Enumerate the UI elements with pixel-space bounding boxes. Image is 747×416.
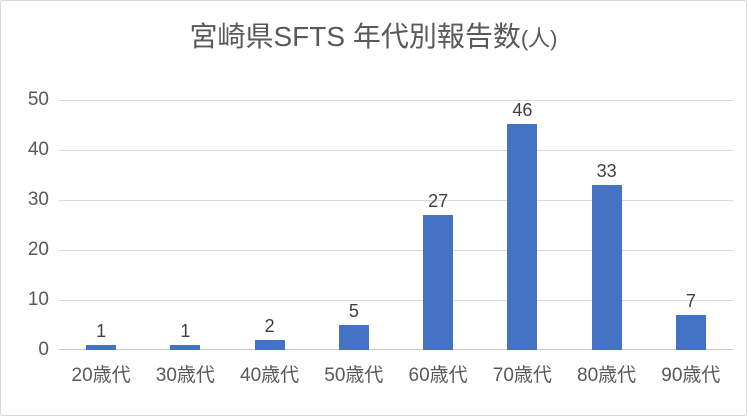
y-tick-label-50: 50 (27, 89, 49, 110)
bar-value-label: 2 (264, 316, 275, 336)
chart-title-unit: (人) (520, 26, 558, 51)
bar-column-80歳代: 33 (565, 100, 649, 350)
bar-series: 1 1 2 5 27 46 33 7 (59, 100, 733, 350)
x-tick-label-50歳代: 50歳代 (324, 365, 384, 386)
bar-value-label: 46 (512, 100, 533, 120)
y-axis: 0 10 20 30 40 50 (1, 89, 49, 360)
bar-value-label: 27 (428, 191, 449, 211)
x-tick-label-80歳代: 80歳代 (577, 365, 637, 386)
bar (591, 185, 622, 350)
bar (423, 215, 454, 350)
x-axis-line (59, 349, 733, 350)
bar (254, 340, 285, 350)
bar-column-70歳代: 46 (480, 100, 564, 350)
gridline-40 (59, 150, 733, 151)
x-tick-label-90歳代: 90歳代 (661, 365, 721, 386)
bar-column-50歳代: 5 (312, 100, 396, 350)
y-tick-label-30: 30 (27, 189, 49, 210)
x-tick-label-20歳代: 20歳代 (71, 365, 131, 386)
bar-column-40歳代: 2 (228, 100, 312, 350)
bar-value-label: 1 (96, 321, 107, 341)
bar (507, 124, 538, 350)
y-tick-label-40: 40 (27, 139, 49, 160)
bar-value-label: 33 (596, 161, 617, 181)
bar (86, 345, 117, 350)
y-tick-label-0: 0 (38, 339, 49, 360)
gridline-50 (59, 100, 733, 101)
x-tick-label-30歳代: 30歳代 (155, 365, 215, 386)
bar-column-60歳代: 27 (396, 100, 480, 350)
bar-value-label: 5 (348, 301, 359, 321)
bar-column-30歳代: 1 (143, 100, 227, 350)
gridline-10 (59, 300, 733, 301)
bar-column-20歳代: 1 (59, 100, 143, 350)
gridline-20 (59, 250, 733, 251)
plot-area: 1 1 2 5 27 46 33 7 (59, 100, 733, 350)
x-tick-label-40歳代: 40歳代 (240, 365, 300, 386)
bar-value-label: 1 (180, 321, 191, 341)
x-tick-label-70歳代: 70歳代 (492, 365, 552, 386)
bar-value-label: 7 (685, 291, 696, 311)
y-tick-label-20: 20 (27, 239, 49, 260)
y-tick-label-10: 10 (27, 289, 49, 310)
bar-column-90歳代: 7 (649, 100, 733, 350)
chart-title: 宮崎県SFTS 年代別報告数(人) (1, 17, 746, 59)
x-axis: 20歳代 30歳代 40歳代 50歳代 60歳代 70歳代 80歳代 90歳代 (59, 364, 733, 388)
bar (170, 345, 201, 350)
x-tick-label-60歳代: 60歳代 (408, 365, 468, 386)
bar (338, 325, 369, 350)
gridline-30 (59, 200, 733, 201)
chart-title-main: 宮崎県SFTS 年代別報告数 (189, 21, 521, 52)
bar (675, 315, 706, 350)
